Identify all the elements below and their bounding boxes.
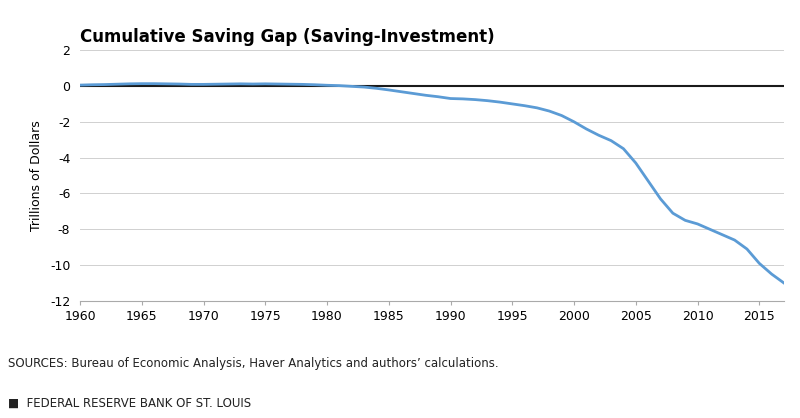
- Text: SOURCES: Bureau of Economic Analysis, Haver Analytics and authors’ calculations.: SOURCES: Bureau of Economic Analysis, Ha…: [8, 357, 498, 370]
- Text: Cumulative Saving Gap (Saving-Investment): Cumulative Saving Gap (Saving-Investment…: [80, 28, 494, 46]
- Text: ■  FEDERAL RESERVE BANK OF ST. LOUIS: ■ FEDERAL RESERVE BANK OF ST. LOUIS: [8, 397, 251, 410]
- Y-axis label: Trillions of Dollars: Trillions of Dollars: [30, 120, 43, 231]
